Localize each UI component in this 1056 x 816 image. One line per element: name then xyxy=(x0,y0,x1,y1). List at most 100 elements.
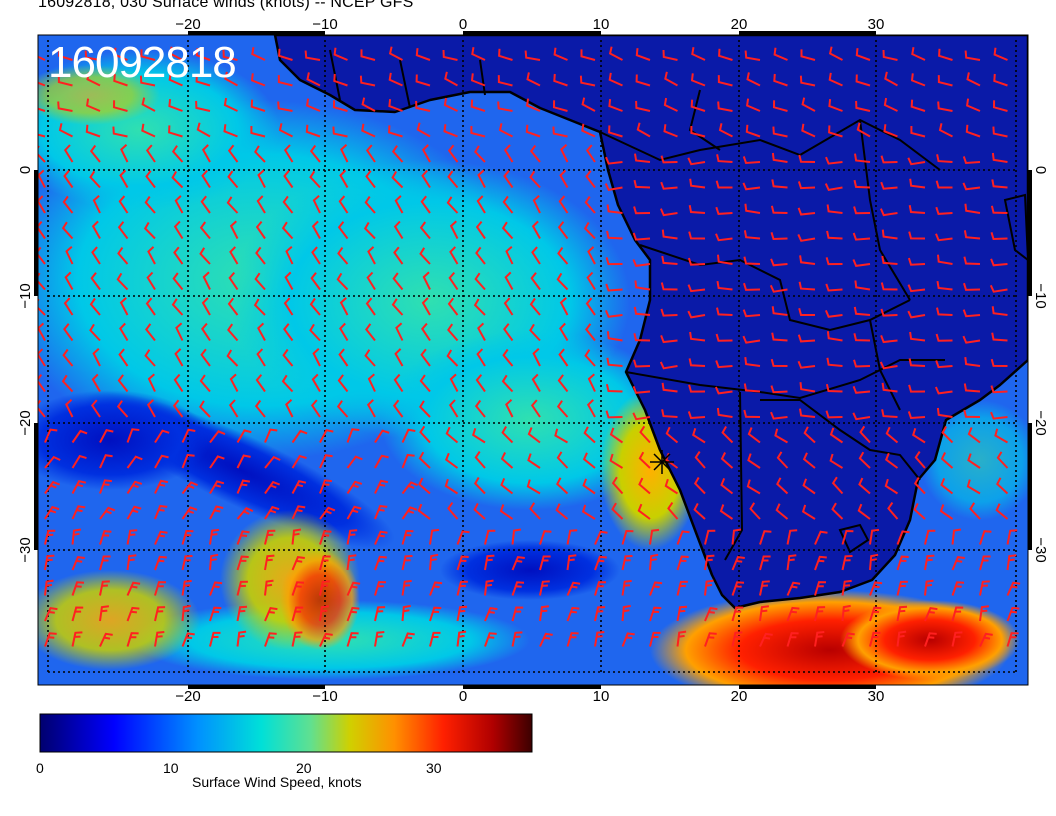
wind-barb xyxy=(938,48,953,61)
wind-barb xyxy=(209,480,225,495)
wind-barb xyxy=(333,47,348,61)
location-marker xyxy=(650,450,674,474)
wind-barb xyxy=(831,476,844,495)
wind-barb xyxy=(61,221,74,240)
wind-barb xyxy=(529,323,541,342)
wind-barb xyxy=(154,631,165,647)
wind-barb xyxy=(633,359,651,368)
wind-barb xyxy=(255,374,266,393)
wind-barb xyxy=(963,256,981,265)
wind-barb xyxy=(879,361,898,370)
wind-barb xyxy=(99,530,112,545)
wind-barb xyxy=(229,373,239,392)
wind-barb xyxy=(391,145,404,163)
wind-barb xyxy=(173,373,184,393)
wind-barb xyxy=(319,454,333,469)
wind-barb xyxy=(744,356,761,367)
wind-barb xyxy=(222,49,238,61)
wind-barb xyxy=(255,246,266,265)
datetime-stamp: 16092818 xyxy=(48,38,237,87)
wind-barb xyxy=(687,257,706,266)
wind-barb xyxy=(606,230,623,240)
wind-barb xyxy=(236,630,247,647)
wind-barb xyxy=(731,556,745,571)
wind-barb xyxy=(201,169,211,189)
wind-barb xyxy=(717,254,733,265)
wind-barb xyxy=(532,348,541,367)
wind-barb xyxy=(388,125,403,138)
wind-barb xyxy=(745,98,761,112)
wind-barb xyxy=(474,399,486,418)
wind-barb xyxy=(936,407,953,418)
wind-barb xyxy=(71,454,87,469)
wind-barb xyxy=(199,221,211,240)
wind-barb xyxy=(798,281,816,291)
wind-barb xyxy=(608,72,623,87)
lon-top-label: 30 xyxy=(868,16,885,33)
wind-barb xyxy=(71,479,87,494)
wind-barb xyxy=(814,555,827,571)
wind-barb xyxy=(429,581,443,596)
wind-barb xyxy=(401,604,411,622)
wind-barb xyxy=(374,606,386,622)
wind-barb xyxy=(979,632,993,647)
wind-barb xyxy=(223,97,238,112)
lat-left-label: 0 xyxy=(17,166,34,174)
wind-barb xyxy=(505,246,514,265)
wind-barb xyxy=(393,246,404,265)
wind-barb xyxy=(896,530,910,545)
lon-top-label: 10 xyxy=(593,16,610,33)
wind-barb xyxy=(606,204,623,214)
wind-barb xyxy=(337,221,349,240)
wind-barb xyxy=(606,331,623,342)
wind-barb xyxy=(473,476,486,495)
wind-barb xyxy=(743,383,761,393)
country-borders xyxy=(329,49,945,561)
wind-barb xyxy=(71,429,88,444)
wind-barb xyxy=(374,581,387,596)
wind-barb xyxy=(291,479,307,494)
wind-barb xyxy=(38,55,46,61)
wind-barb xyxy=(44,505,60,520)
wind-barb xyxy=(199,374,211,393)
wind-barb xyxy=(99,580,110,596)
wind-barb xyxy=(530,399,541,418)
wind-barb xyxy=(532,195,541,214)
wind-barb xyxy=(557,221,569,240)
wind-barb xyxy=(664,478,679,495)
wind-barb xyxy=(477,322,486,341)
wind-barb xyxy=(771,332,788,342)
wind-barb xyxy=(420,348,431,367)
wind-barb xyxy=(374,631,385,647)
wind-barb xyxy=(126,505,142,520)
wind-barb xyxy=(209,581,223,596)
wind-barb xyxy=(559,322,569,342)
wind-barb xyxy=(429,528,440,545)
wind-barb xyxy=(907,284,926,293)
wind-barb xyxy=(285,399,294,418)
wind-barb xyxy=(339,297,349,316)
wind-barb xyxy=(896,580,908,596)
wind-barb xyxy=(250,73,266,87)
wind-barb xyxy=(553,47,568,61)
lon-bottom-label: 10 xyxy=(593,688,610,705)
wind-barb xyxy=(621,604,631,622)
wind-barb xyxy=(282,348,294,367)
wind-barb xyxy=(539,530,552,545)
wind-barb xyxy=(908,205,926,214)
wind-barb xyxy=(687,284,706,293)
wind-barb xyxy=(924,529,936,545)
wind-barb xyxy=(786,554,797,571)
wind-barb xyxy=(71,631,83,647)
lon-bottom-label: −10 xyxy=(312,688,337,705)
wind-barb xyxy=(38,145,46,163)
wind-barb xyxy=(557,247,569,265)
wind-barb xyxy=(419,247,431,265)
wind-barb xyxy=(566,606,580,622)
wind-barb xyxy=(635,100,651,112)
wind-barb xyxy=(388,99,403,112)
wind-barb xyxy=(447,502,459,520)
wind-barb xyxy=(422,271,431,290)
lon-bottom-label: 30 xyxy=(868,688,885,705)
wind-barb xyxy=(366,271,376,291)
